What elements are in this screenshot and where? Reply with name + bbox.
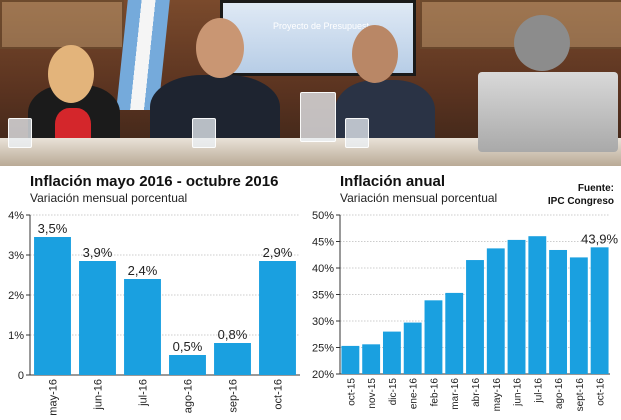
bar <box>79 261 116 375</box>
person-head <box>352 25 398 83</box>
category-label: abr-16 <box>471 378 482 407</box>
category-label: oct-16 <box>596 378 607 406</box>
chart1-title: Inflación mayo 2016 - octubre 2016 <box>30 173 279 190</box>
y-tick-label: 30% <box>312 316 334 328</box>
y-tick-label: 35% <box>312 290 334 302</box>
category-label: jun-16 <box>93 379 105 411</box>
data-label: 0,8% <box>218 327 248 342</box>
bar <box>259 261 296 375</box>
category-label: mar-16 <box>450 378 461 410</box>
person-head <box>196 18 244 78</box>
data-label: 0,5% <box>173 339 203 354</box>
data-label: 43,9% <box>581 231 618 246</box>
bar <box>445 292 464 374</box>
bar <box>214 343 251 375</box>
y-tick-label: 45% <box>312 237 334 249</box>
bar <box>507 239 526 374</box>
chart2-subtitle: Variación mensual porcentual <box>340 191 498 205</box>
data-label: 3,9% <box>83 245 113 260</box>
bar <box>341 345 360 374</box>
category-label: dic-15 <box>388 378 399 406</box>
bar <box>466 260 484 374</box>
y-tick-label: 40% <box>312 263 334 275</box>
category-label: jun-16 <box>513 378 524 407</box>
glass <box>192 118 216 148</box>
glass <box>345 118 369 148</box>
laptop <box>478 72 618 152</box>
bar <box>528 236 547 374</box>
person-head <box>514 15 570 71</box>
y-tick-label: 4% <box>8 210 24 222</box>
bar <box>382 331 401 374</box>
category-label: sept-16 <box>575 378 586 412</box>
category-label: ene-16 <box>409 378 420 410</box>
bar <box>424 300 443 374</box>
y-tick-label: 1% <box>8 330 24 342</box>
y-tick-label: 2% <box>8 290 24 302</box>
person-head <box>48 45 94 103</box>
bar <box>169 355 206 375</box>
category-label: feb-16 <box>429 378 440 407</box>
y-tick-label: 50% <box>312 210 334 222</box>
data-label: 2,4% <box>128 263 158 278</box>
chart2-title: Inflación anual <box>340 173 446 190</box>
category-label: jul-16 <box>138 379 150 407</box>
y-tick-label: 3% <box>8 250 24 262</box>
category-label: oct-15 <box>346 378 357 406</box>
data-label: 3,5% <box>38 221 68 236</box>
bar <box>569 257 588 374</box>
source-value: IPC Congreso <box>547 196 614 207</box>
category-label: may-16 <box>48 379 60 416</box>
data-label: 2,9% <box>263 245 293 260</box>
y-tick-label: 0 <box>18 370 24 382</box>
bar <box>486 248 505 374</box>
chart1-subtitle: Variación mensual porcentual <box>30 191 188 205</box>
category-label: nov-15 <box>367 378 378 409</box>
screen-text: Proyecto de Presupuest <box>273 21 370 31</box>
bar <box>34 237 71 375</box>
source-label: Fuente: <box>577 183 614 194</box>
glass <box>8 118 32 148</box>
category-label: ago-16 <box>554 378 565 410</box>
bar <box>549 249 568 374</box>
bar <box>590 247 609 374</box>
y-tick-label: 20% <box>312 369 334 381</box>
y-tick-label: 25% <box>312 343 334 355</box>
water-jug <box>300 92 336 142</box>
bar <box>124 279 161 375</box>
category-label: sep-16 <box>228 379 240 413</box>
bar <box>403 322 422 374</box>
bar <box>362 344 381 374</box>
wall-panel <box>0 0 124 49</box>
press-photo: Proyecto de Presupuest <box>0 0 621 166</box>
category-label: oct-16 <box>273 379 285 410</box>
category-label: jul-16 <box>533 378 544 404</box>
category-label: may-16 <box>492 378 503 412</box>
category-label: ago-16 <box>183 379 195 413</box>
